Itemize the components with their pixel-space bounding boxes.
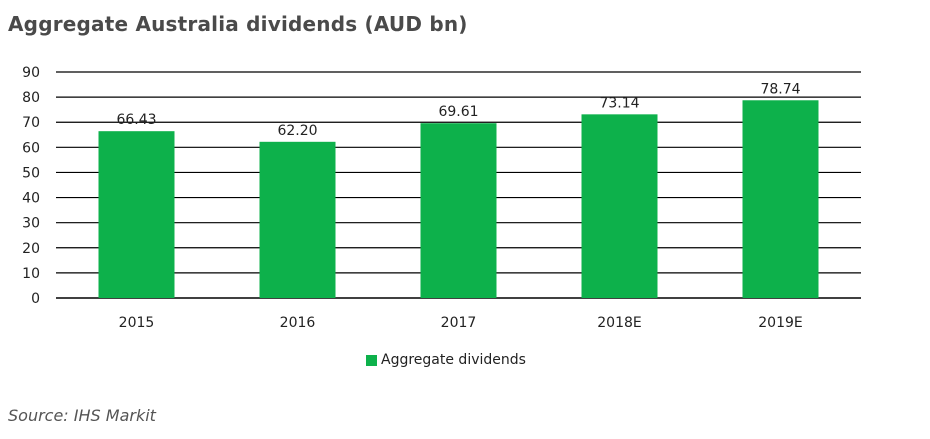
bar-2017 bbox=[420, 123, 497, 298]
data-label: 66.43 bbox=[116, 112, 156, 128]
legend-swatch bbox=[366, 354, 377, 366]
data-label: 62.20 bbox=[277, 123, 317, 139]
data-labels: 66.43 62.20 69.61 73.14 78.74 bbox=[116, 81, 800, 139]
y-tick-label: 10 bbox=[22, 266, 40, 282]
bar-2019E bbox=[742, 100, 819, 298]
data-label: 78.74 bbox=[760, 81, 800, 97]
x-tick-label: 2015 bbox=[119, 315, 155, 331]
x-axis-ticks: 2015 2016 2017 2018E 2019E bbox=[119, 315, 803, 331]
y-tick-label: 70 bbox=[22, 115, 40, 131]
data-label: 69.61 bbox=[438, 104, 478, 120]
y-tick-label: 40 bbox=[22, 191, 40, 207]
x-tick-label: 2019E bbox=[758, 315, 802, 331]
source-note: Source: IHS Markit bbox=[8, 406, 156, 425]
bar-2015 bbox=[98, 131, 175, 298]
y-tick-label: 30 bbox=[22, 216, 40, 232]
x-tick-label: 2017 bbox=[441, 315, 477, 331]
bars bbox=[98, 100, 819, 298]
bar-2016 bbox=[259, 141, 336, 298]
y-tick-label: 50 bbox=[22, 165, 40, 181]
y-axis-ticks: 0 10 20 30 40 50 60 70 80 90 bbox=[22, 65, 40, 307]
bar-2018E bbox=[581, 114, 658, 298]
y-tick-label: 20 bbox=[22, 241, 40, 257]
y-tick-label: 60 bbox=[22, 140, 40, 156]
data-label: 73.14 bbox=[599, 95, 639, 111]
y-tick-label: 90 bbox=[22, 65, 40, 81]
legend-label: Aggregate dividends bbox=[381, 352, 526, 368]
x-tick-label: 2018E bbox=[597, 315, 641, 331]
x-tick-label: 2016 bbox=[280, 315, 316, 331]
legend: Aggregate dividends bbox=[366, 352, 526, 368]
y-tick-label: 0 bbox=[31, 291, 40, 307]
y-tick-label: 80 bbox=[22, 90, 40, 106]
chart-title: Aggregate Australia dividends (AUD bn) bbox=[8, 12, 468, 36]
